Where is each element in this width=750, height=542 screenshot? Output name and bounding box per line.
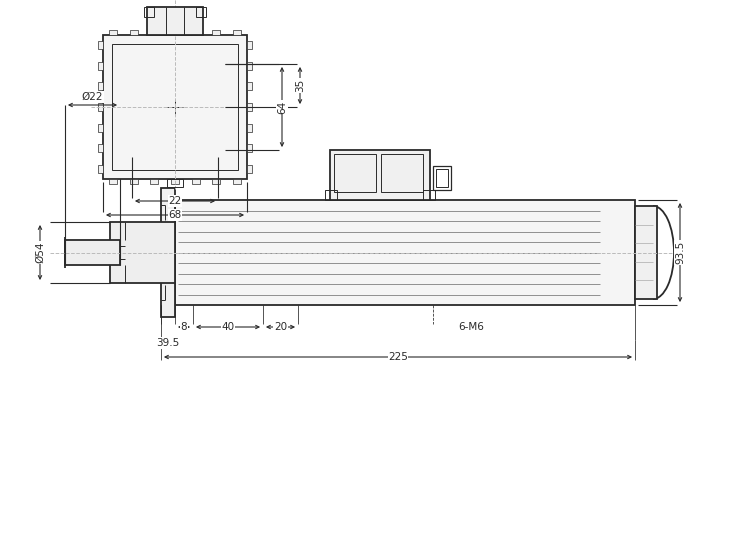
Bar <box>247 62 252 70</box>
Bar <box>161 188 175 317</box>
Bar <box>436 169 448 187</box>
Text: 64: 64 <box>277 100 287 114</box>
Bar <box>98 41 103 49</box>
Bar <box>247 144 252 152</box>
Text: 39.5: 39.5 <box>156 338 180 348</box>
Bar <box>110 222 175 283</box>
Text: 35: 35 <box>295 79 305 92</box>
Bar <box>334 154 376 192</box>
Bar <box>212 30 220 35</box>
Bar <box>325 190 337 200</box>
Text: Ø54: Ø54 <box>35 242 45 263</box>
Circle shape <box>165 97 185 117</box>
Bar <box>151 179 158 184</box>
Bar <box>191 179 200 184</box>
Bar <box>110 179 117 184</box>
Bar <box>103 35 247 179</box>
Text: Ø22: Ø22 <box>82 92 104 102</box>
Bar <box>112 44 238 170</box>
Bar <box>232 30 241 35</box>
Bar <box>144 7 154 17</box>
Bar <box>212 179 220 184</box>
Bar <box>247 124 252 132</box>
Text: 40: 40 <box>221 322 235 332</box>
Bar <box>98 144 103 152</box>
Bar <box>330 150 430 200</box>
Bar <box>147 7 203 35</box>
Bar <box>191 30 200 35</box>
Bar <box>635 206 657 299</box>
Bar <box>196 7 206 17</box>
Text: 93.5: 93.5 <box>675 241 685 264</box>
Text: 22: 22 <box>168 196 182 206</box>
Circle shape <box>128 61 136 68</box>
Bar <box>171 179 179 184</box>
Bar <box>98 62 103 70</box>
Bar <box>98 165 103 173</box>
Bar <box>381 154 423 192</box>
Bar <box>151 30 158 35</box>
Circle shape <box>128 146 136 153</box>
Bar <box>423 190 435 200</box>
Circle shape <box>214 61 221 68</box>
Bar <box>247 103 252 111</box>
Bar <box>175 200 635 305</box>
Bar <box>167 179 183 187</box>
Text: 8: 8 <box>181 322 188 332</box>
Text: 68: 68 <box>168 210 182 220</box>
Text: 6-M6: 6-M6 <box>458 322 484 332</box>
Bar <box>247 165 252 173</box>
Bar <box>98 124 103 132</box>
Bar <box>98 82 103 91</box>
Bar <box>247 41 252 49</box>
Bar <box>110 30 117 35</box>
Bar <box>130 179 138 184</box>
Bar <box>171 30 179 35</box>
Bar <box>65 240 120 265</box>
Bar <box>433 166 451 190</box>
Circle shape <box>214 146 221 153</box>
Text: 20: 20 <box>274 322 287 332</box>
Bar <box>247 82 252 91</box>
Bar <box>98 103 103 111</box>
Text: 225: 225 <box>388 352 408 362</box>
Bar <box>130 30 138 35</box>
Bar <box>232 179 241 184</box>
